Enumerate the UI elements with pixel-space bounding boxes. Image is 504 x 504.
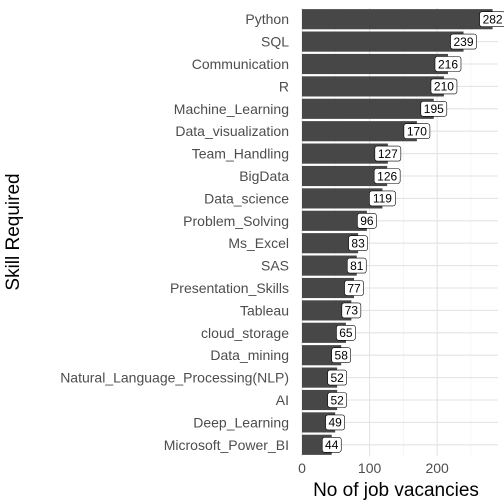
data-label: 52 [330,371,344,385]
y-tick-label: Python [245,11,289,27]
x-tick-label: 0 [298,460,306,476]
y-tick-label: cloud_storage [201,325,289,341]
y-tick-label: Ms_Excel [228,235,289,251]
data-label-box [336,324,356,341]
data-label: 65 [339,326,353,340]
bar [302,121,417,142]
data-label: 81 [350,259,364,273]
data-label: 119 [373,192,392,206]
data-label-box [373,168,401,184]
y-tick-label: Data_visualization [175,123,289,139]
y-tick-label: Microsoft_Power_BI [164,437,289,453]
bar [302,233,359,254]
y-tick-label: Machine_Learning [174,101,289,117]
bar [302,98,434,119]
y-tick-label: Presentation_Skills [170,280,289,296]
x-tick-label: 100 [358,460,382,476]
y-axis-ticks: Python SQL Communication R Machine_Learning D… [60,11,289,453]
x-tick-label: 200 [425,460,449,476]
data-label: 83 [351,237,365,251]
bars [302,9,493,455]
data-label: 73 [345,304,359,318]
x-axis-title: No of job vacancies [313,480,479,501]
y-axis-title: Skill Required [3,173,24,290]
y-tick-label: Data_mining [210,347,289,363]
data-label-box [341,302,362,319]
bar [302,165,388,187]
data-label-box [327,369,347,386]
y-tick-label: AI [276,392,289,408]
grid-lines [301,8,498,456]
data-label-box [346,257,367,274]
data-label-box [331,347,352,364]
data-label: 44 [325,438,339,452]
data-label: 195 [424,102,444,116]
bar [302,31,464,52]
data-label-box [403,123,431,139]
y-tick-label: Natural_Language_Processing(NLP) [60,370,289,386]
y-tick-label: R [279,78,289,94]
y-tick-label: SQL [261,34,289,50]
y-tick-label: Communication [192,56,289,72]
bar [302,143,388,164]
data-label-box [327,392,347,408]
y-tick-label: BigData [239,168,289,184]
data-label-box [420,101,448,117]
bar [302,300,352,321]
data-label: 239 [454,35,474,49]
bar [302,76,444,97]
data-label: 210 [434,80,454,94]
data-label: 127 [378,147,398,161]
data-label: 126 [377,169,397,183]
data-label: 170 [407,125,427,139]
data-label-box [369,190,396,207]
bar [302,53,448,75]
data-label: 96 [360,214,374,228]
y-tick-label: Deep_Learning [193,414,289,430]
data-label: 58 [335,349,349,363]
data-label-box [479,11,504,27]
data-label: 216 [438,57,458,71]
data-labels: 282 239 216 210 195 170 127 126 119 96 83 81 77 73 65 5… [321,11,504,453]
data-label: 52 [330,393,344,407]
data-label: 49 [328,416,342,430]
data-label-box [450,33,477,50]
plot-panel [302,8,498,456]
bar [302,255,357,276]
data-label-box [357,213,377,229]
data-label-box [434,56,462,72]
bar [302,9,493,30]
y-tick-label: Team_Handling [192,146,289,162]
data-label-box [374,145,402,162]
data-label-box [430,78,458,95]
x-axis-ticks: 0 100 200 [298,460,449,476]
data-label-box [325,414,345,431]
bar [302,188,383,209]
bar [302,277,355,299]
data-label-box [321,436,342,453]
data-label: 282 [483,13,503,27]
data-label-box [348,235,368,251]
y-tick-label: Data_science [204,190,289,206]
data-label-box [344,280,364,296]
y-tick-label: SAS [261,258,289,274]
data-label: 77 [347,281,361,295]
bar [302,210,367,231]
y-tick-label: Problem_Solving [183,213,289,229]
y-tick-label: Tableau [240,302,289,318]
bar [302,322,346,343]
